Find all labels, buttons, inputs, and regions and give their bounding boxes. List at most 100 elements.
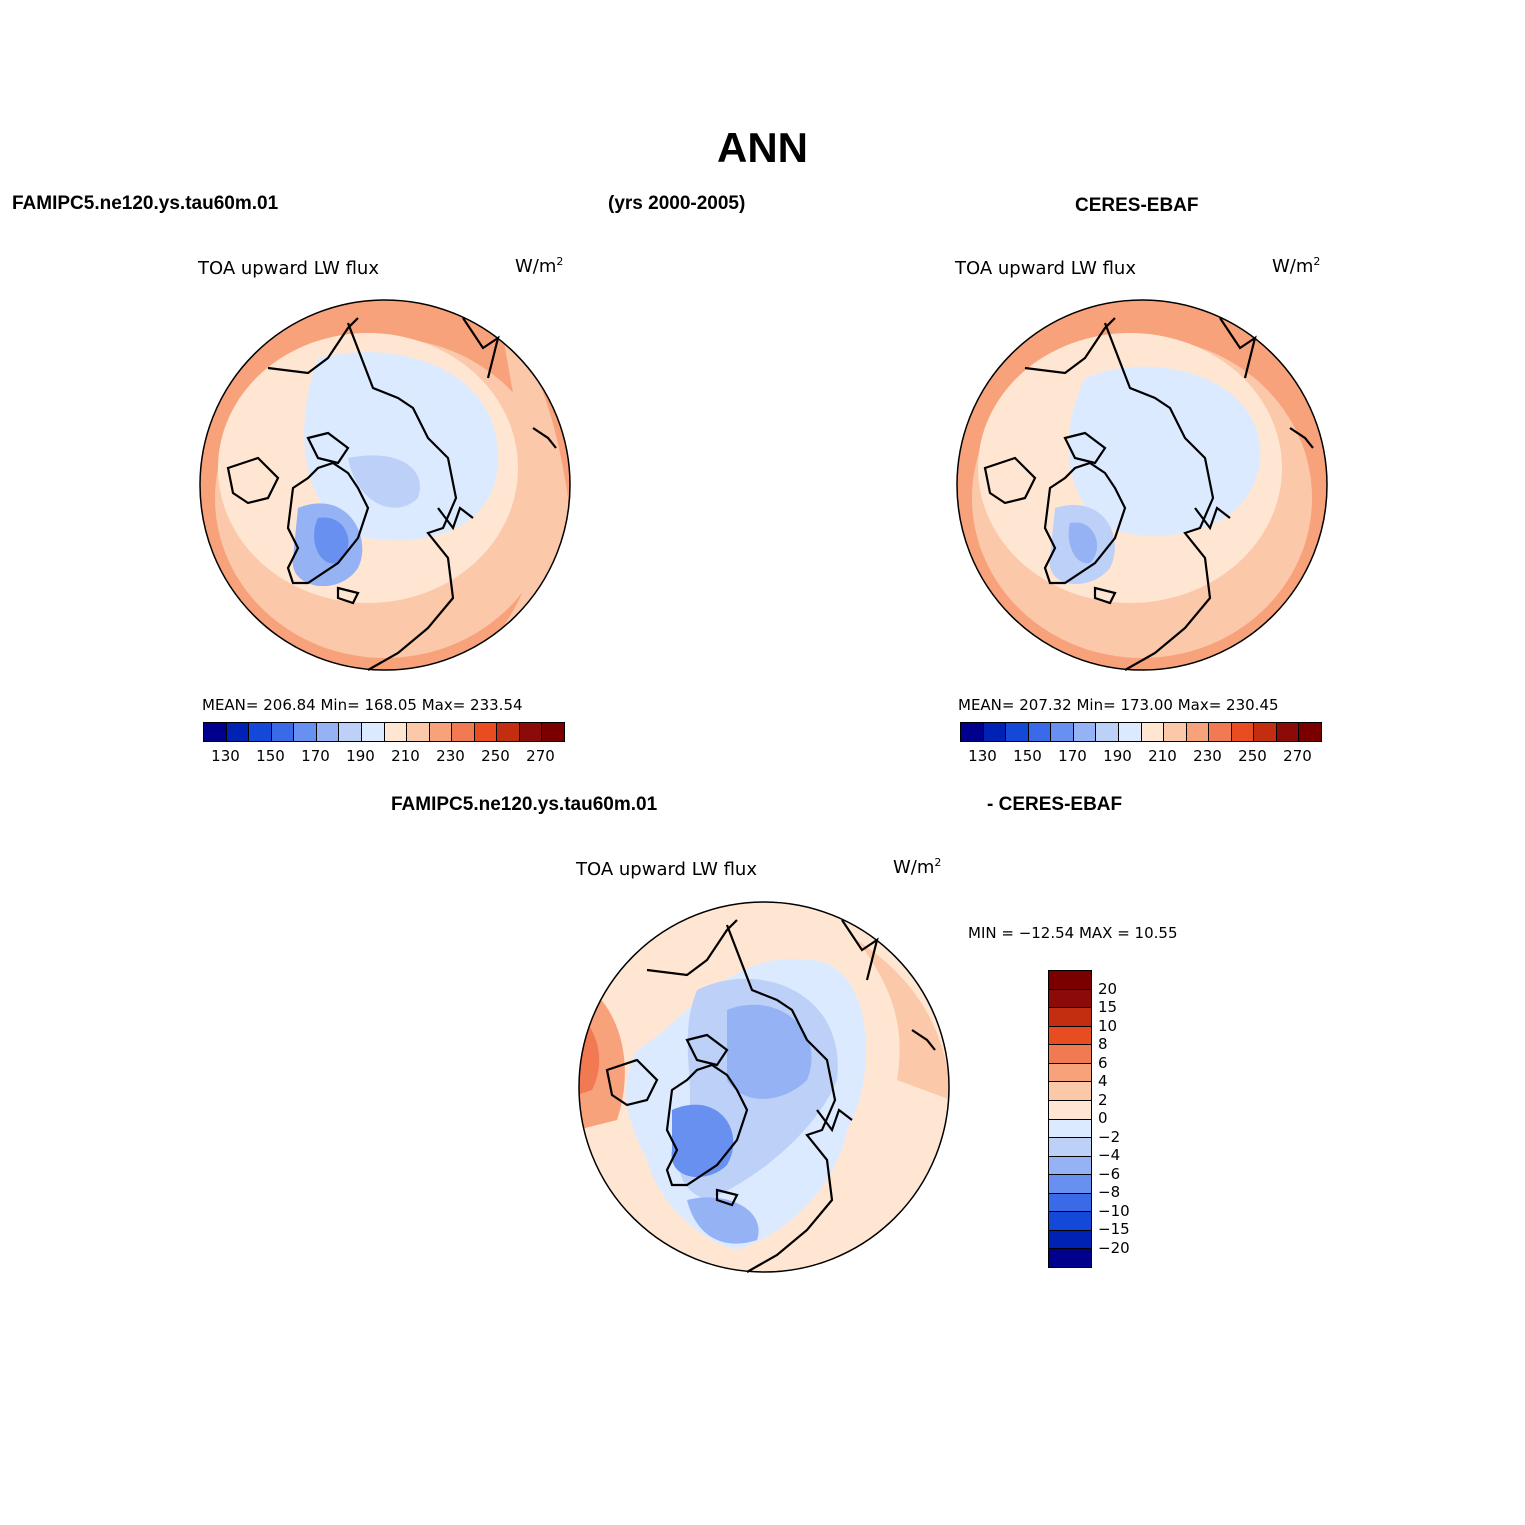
colorbar-tick-label: 2 [1098,1090,1108,1109]
diff-header-left: FAMIPC5.ne120.ys.tau60m.01 [391,794,658,815]
diff-colorbar-ticks: −20 −15 −10 −8 −6 −4 −2 0 2 4 6 8 10 15 20 [1098,970,1138,1266]
colorbar-tick-label: 230 [1193,747,1222,765]
map-boundary [199,299,571,671]
colorbar-box [407,723,430,741]
colorbar-box [1049,1155,1091,1175]
colorbar-box [1096,723,1119,741]
colorbar-box [983,723,1007,741]
colorbar-box [1049,1229,1091,1249]
obs-polar-map [956,299,1328,671]
colorbar-box [474,723,498,741]
colorbar-box [384,723,408,741]
diff-stats: MIN = −12.54 MAX = 10.55 [968,924,1178,942]
colorbar-box [1049,1192,1091,1212]
colorbar-box [1299,723,1321,741]
diff-header-right: - CERES-EBAF [987,794,1123,815]
obs-colorbar-ticks: 130 150 170 190 210 230 250 270 [960,747,1320,767]
colorbar-tick-label: 130 [211,747,240,765]
colorbar-box [1049,1099,1091,1119]
colorbar-tick-label: 6 [1098,1053,1108,1072]
colorbar-tick-label: −2 [1098,1127,1121,1146]
colorbar-tick-label: 270 [526,747,555,765]
figure-title: ANN [717,124,808,171]
colorbar-tick-label: 20 [1098,979,1118,998]
colorbar-box [1028,723,1052,741]
colorbar-box [1049,1137,1091,1156]
colorbar-tick-label: 0 [1098,1109,1108,1127]
colorbar-box [361,723,385,741]
colorbar-box [1049,971,1091,989]
colorbar-box [542,723,564,741]
colorbar-tick-label: 4 [1098,1072,1108,1090]
colorbar-tick-label: 10 [1098,1016,1118,1035]
obs-header: CERES-EBAF [1075,195,1199,216]
colorbar-tick-label: 250 [481,747,510,765]
colorbar-tick-label: 150 [256,747,285,765]
colorbar-tick-label: −15 [1098,1220,1130,1238]
colorbar-box [1231,723,1255,741]
colorbar-box [1049,1081,1091,1100]
years-header: (yrs 2000-2005) [608,193,746,214]
colorbar-tick-label: 190 [1103,747,1132,765]
colorbar-tick-label: 8 [1098,1035,1108,1053]
colorbar-box [249,723,272,741]
obs-variable-label: TOA upward LW flux [955,258,1136,279]
colorbar-tick-label: 150 [1013,747,1042,765]
obs-colorbar [960,722,1322,742]
colorbar-box [1186,723,1210,741]
colorbar-box [339,723,362,741]
colorbar-tick-label: 15 [1098,998,1118,1016]
model-stats: MEAN= 206.84 Min= 168.05 Max= 233.54 [202,696,523,714]
colorbar-box [1209,723,1232,741]
model-header: FAMIPC5.ne120.ys.tau60m.01 [12,193,279,214]
colorbar-tick-label: 210 [391,747,420,765]
colorbar-box [1141,723,1165,741]
model-colorbar [203,722,565,742]
colorbar-tick-label: 170 [1058,747,1087,765]
colorbar-box [1049,1211,1091,1230]
diff-unit-label: W/m2 [893,856,942,878]
colorbar-tick-label: 250 [1238,747,1267,765]
colorbar-box [1276,723,1300,741]
colorbar-tick-label: −8 [1098,1183,1121,1201]
colorbar-tick-label: −6 [1098,1164,1121,1183]
colorbar-box [1164,723,1187,741]
colorbar-tick-label: 190 [346,747,375,765]
colorbar-tick-label: −10 [1098,1201,1130,1220]
model-colorbar-ticks: 130 150 170 190 210 230 250 270 [203,747,563,767]
colorbar-box [1049,1062,1091,1082]
diff-polar-map [578,901,950,1273]
colorbar-tick-label: 270 [1283,747,1312,765]
colorbar-box [961,723,984,741]
model-unit-label: W/m2 [515,255,564,277]
colorbar-box [1049,1118,1091,1138]
colorbar-box [1118,723,1142,741]
colorbar-tick-label: −20 [1098,1238,1130,1257]
colorbar-tick-label: 230 [436,747,465,765]
colorbar-box [316,723,340,741]
colorbar-box [497,723,520,741]
colorbar-box [452,723,475,741]
colorbar-tick-label: 210 [1148,747,1177,765]
colorbar-box [1049,1248,1091,1267]
colorbar-box [1049,1025,1091,1045]
colorbar-box [204,723,227,741]
colorbar-box [1254,723,1277,741]
colorbar-box [226,723,250,741]
colorbar-box [1049,988,1091,1008]
colorbar-box [1049,1174,1091,1193]
colorbar-box [1049,1044,1091,1063]
colorbar-box [519,723,543,741]
colorbar-tick-label: 130 [968,747,997,765]
colorbar-box [1051,723,1074,741]
model-variable-label: TOA upward LW flux [198,258,379,279]
colorbar-box [429,723,453,741]
colorbar-box [1049,1007,1091,1026]
diff-colorbar [1048,970,1092,1268]
colorbar-box [1006,723,1029,741]
diff-variable-label: TOA upward LW flux [576,859,757,880]
obs-unit-label: W/m2 [1272,255,1321,277]
colorbar-tick-label: −4 [1098,1146,1121,1164]
colorbar-tick-label: 170 [301,747,330,765]
coastlines [226,317,557,671]
